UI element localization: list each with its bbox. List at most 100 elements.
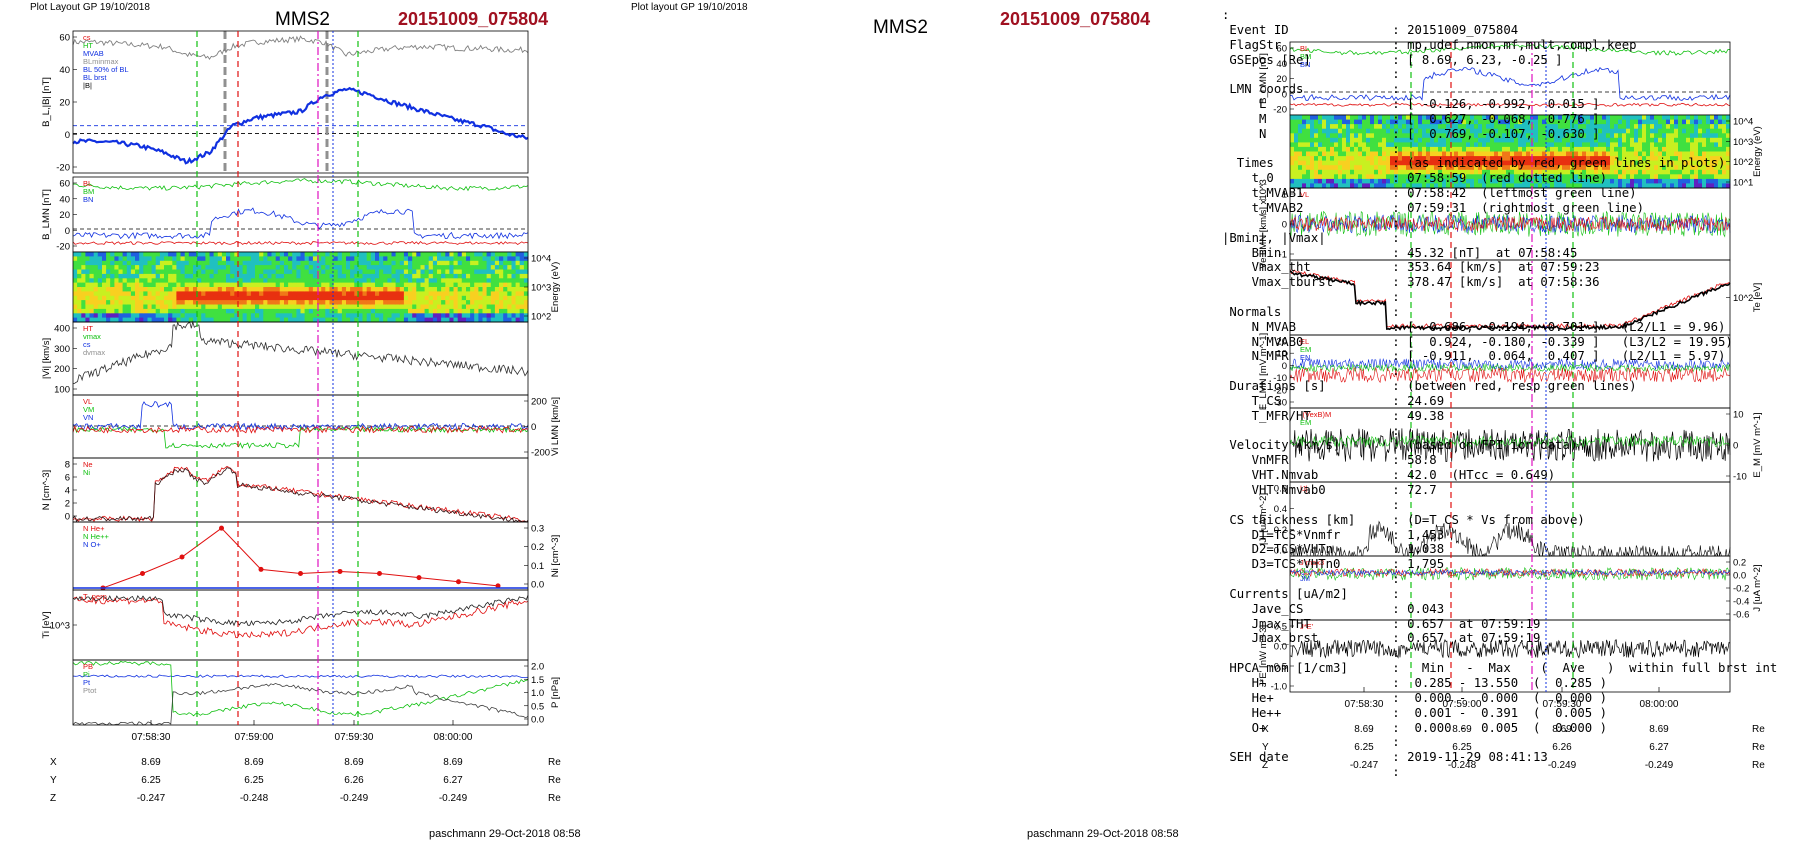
spectrogram-cell (226, 269, 231, 275)
spectrogram-cell (296, 273, 301, 279)
spectrogram-cell (1626, 160, 1631, 166)
spectrogram-cell (486, 304, 492, 310)
spectrogram-cell (1350, 115, 1355, 121)
spectrogram-cell (1374, 178, 1379, 184)
spectrogram-cell (333, 304, 339, 310)
spectrogram-cell (424, 282, 430, 288)
spectrogram-cell (1630, 156, 1635, 162)
spectrogram-cell (503, 304, 508, 310)
spectrogram-cell (106, 265, 111, 270)
y-tick-label: 60 (1276, 44, 1287, 55)
spectrogram-cell (337, 265, 343, 270)
spectrogram-cell (494, 256, 500, 262)
spectrogram-cell (1354, 124, 1359, 130)
spectrogram-cell (375, 295, 380, 301)
spectrogram-cell (1678, 146, 1683, 152)
spectrogram-cell (1430, 146, 1435, 152)
spectrogram-cell (122, 300, 128, 305)
spectrogram-cell (1338, 119, 1343, 125)
spectrogram-cell (1674, 119, 1679, 125)
spectrogram-cell (139, 273, 144, 279)
spectrogram-cell (308, 265, 314, 270)
spectrogram-cell (1594, 142, 1599, 148)
spectrogram-cell (486, 282, 492, 288)
spectrogram-cell (1418, 178, 1423, 184)
spectrogram-cell (205, 304, 210, 310)
spectrogram-cell (255, 308, 260, 314)
spectrogram-cell (1398, 137, 1403, 143)
spectrogram-cell (118, 282, 124, 288)
spectrogram-cell (478, 256, 483, 262)
spectrogram-cell (399, 313, 405, 319)
spectrogram-cell (1446, 165, 1451, 171)
spectrogram-cell (362, 291, 368, 297)
spectrogram-cell (1338, 178, 1343, 184)
spectrogram-cell (1658, 183, 1663, 189)
spectrogram-cell (1538, 165, 1543, 171)
spectrogram-cell (1478, 133, 1483, 139)
spectrogram-cell (354, 300, 359, 305)
spectrogram-cell (1314, 128, 1319, 134)
spectrogram-cell (1686, 137, 1691, 143)
spectrogram-cell (1358, 137, 1363, 143)
spectrogram-cell (1550, 146, 1555, 152)
spectrogram-cell (490, 278, 496, 284)
spectrogram-cell (180, 269, 186, 275)
spectrogram-cell (1426, 183, 1431, 189)
spectrogram-cell (486, 260, 492, 266)
spectrogram-cell (1366, 133, 1371, 139)
spectrogram-cell (234, 265, 239, 270)
spectrogram-cell (1682, 124, 1687, 130)
spectrogram-cell (515, 291, 521, 297)
spectrogram-cell (1482, 169, 1487, 175)
spectrogram-cell (147, 291, 153, 297)
spectrogram-cell (296, 313, 301, 319)
spectrogram-cell (180, 256, 186, 262)
spectrogram-cell (1494, 178, 1499, 184)
spectrogram-cell (1714, 178, 1719, 184)
info-line: H+ : 0.285 - 13.550 ( 0.285 ) (1222, 675, 1607, 690)
spectrogram-cell (1354, 160, 1359, 166)
spectrogram-cell (1486, 142, 1491, 148)
spectrogram-cell (1318, 160, 1323, 166)
spectrogram-cell (296, 260, 301, 266)
spectrogram-cell (304, 287, 310, 292)
spectrogram-cell (1694, 115, 1699, 121)
spectrogram-cell (321, 269, 326, 275)
spectrogram-cell (1690, 174, 1695, 180)
spectrogram-cell (155, 278, 161, 284)
spectrogram-cell (1614, 165, 1619, 171)
spectrogram-cell (1318, 133, 1323, 139)
spectrogram-cell (1422, 160, 1427, 166)
spectrogram-cell (1726, 124, 1731, 130)
spectrogram-cell (147, 317, 153, 323)
middle-footer: paschmann 29-Oct-2018 08:58 (1027, 828, 1179, 840)
spectrogram-cell (1358, 174, 1363, 180)
spectrogram-cell (449, 260, 454, 266)
spectrogram-cell (1558, 133, 1563, 139)
spectrogram-cell (1610, 142, 1615, 148)
spectrogram-cell (1370, 151, 1375, 157)
spectrogram-cell (1686, 160, 1691, 166)
spectrogram-cell (1370, 160, 1375, 166)
coord-value: 6.25 (1354, 742, 1374, 753)
spectrogram-cell (110, 260, 115, 266)
spectrogram-cell (490, 256, 496, 262)
spectrogram-cell (1322, 146, 1327, 152)
spectrogram-cell (1426, 146, 1431, 152)
spectrogram-cell (362, 300, 368, 305)
spectrogram-cell (1378, 178, 1383, 184)
spectrogram-cell (110, 304, 115, 310)
spectrogram-cell (180, 313, 186, 319)
spectrogram-cell (1566, 151, 1571, 157)
info-line: HPCA mom [1/cm3] : Min - Max ( Ave ) wit… (1222, 661, 1778, 676)
spectrogram-cell (470, 287, 475, 292)
spectrogram-cell (296, 252, 301, 257)
spectrogram-cell (246, 265, 252, 270)
spectrogram-cell (424, 252, 430, 257)
spectrogram-cell (1446, 115, 1451, 121)
spectrogram-cell (1414, 156, 1419, 162)
spectrogram-cell (1690, 142, 1695, 148)
spectrogram-cell (1314, 142, 1319, 148)
spectrogram-cell (391, 287, 397, 292)
